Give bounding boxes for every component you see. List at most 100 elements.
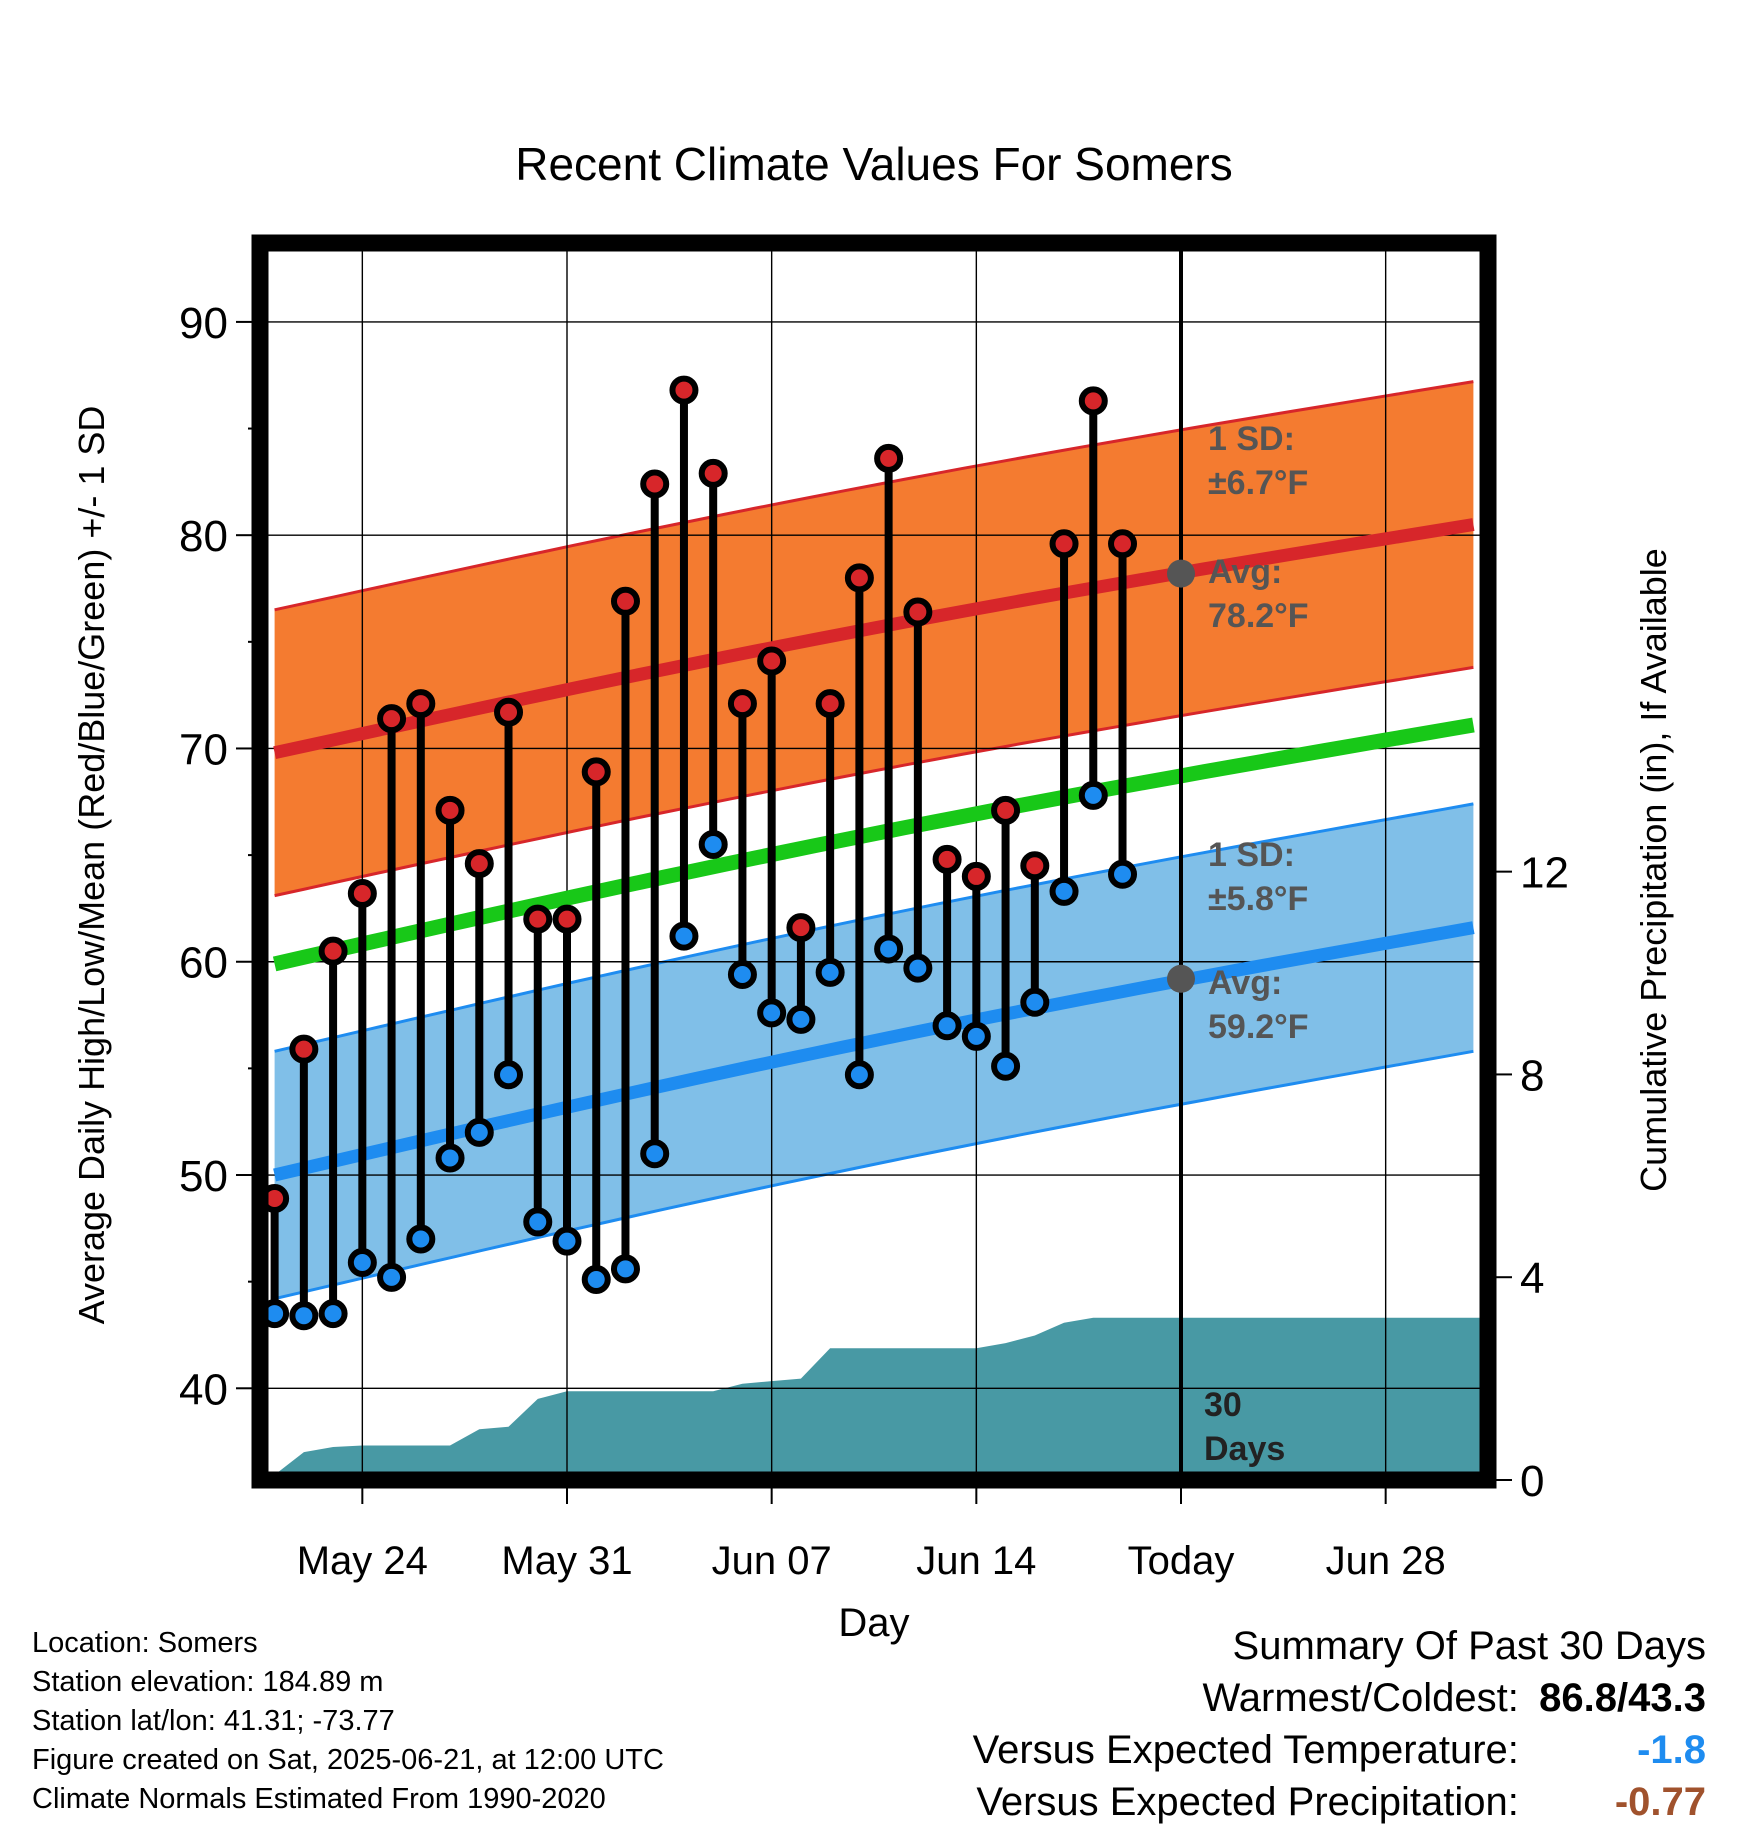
daily-high-point: [523, 904, 553, 934]
high-sd-label: 1 SD:: [1208, 420, 1295, 458]
daily-high-point: [1049, 529, 1079, 559]
x-tick-label: May 31: [501, 1539, 632, 1583]
daily-high-point: [961, 861, 991, 891]
daily-high-point: [610, 586, 640, 616]
warm-cold-label: Warmest/Coldest:: [1202, 1676, 1519, 1720]
daily-high-point: [1020, 851, 1050, 881]
plot-frame: [251, 234, 1497, 1489]
low-sd-band: [274, 803, 1474, 1299]
daily-low-point: [757, 998, 787, 1028]
daily-high-point: [347, 878, 377, 908]
left-tick-label: 80: [179, 512, 228, 561]
daily-low-point: [610, 1254, 640, 1284]
x-tick-label: May 24: [297, 1539, 428, 1583]
location-text: Location: Somers: [32, 1627, 258, 1659]
daily-low-point: [377, 1262, 407, 1292]
daily-low-point: [669, 921, 699, 951]
daily-high-point: [698, 458, 728, 488]
high-avg-value: 78.2°F: [1208, 597, 1309, 635]
daily-low-point: [844, 1060, 874, 1090]
daily-low-point: [347, 1247, 377, 1277]
low-sd-upper-edge: [274, 802, 1474, 1053]
daily-high-point: [874, 443, 904, 473]
daily-high-point: [406, 689, 436, 719]
daily-low-point: [815, 957, 845, 987]
temp-departure-value: -1.8: [1637, 1728, 1706, 1772]
daily-high-point: [377, 704, 407, 734]
temp-departure-label: Versus Expected Temperature:: [972, 1728, 1519, 1772]
high-sd-band: [274, 381, 1474, 896]
days-word-label: Days: [1204, 1430, 1285, 1468]
high-avg-label: Avg:: [1208, 553, 1282, 591]
daily-low-point: [494, 1060, 524, 1090]
left-tick-label: 60: [179, 939, 228, 988]
daily-low-point: [698, 829, 728, 859]
daily-high-point: [581, 757, 611, 787]
created-text: Figure created on Sat, 2025-06-21, at 12…: [32, 1744, 664, 1776]
x-tick-label: Jun 07: [712, 1539, 832, 1583]
station-info: Location: Somers Station elevation: 184.…: [32, 1624, 664, 1819]
high-sd-value: ±6.7°F: [1208, 464, 1308, 502]
warm-cold-value: 86.8/43.3: [1539, 1676, 1706, 1720]
today-low-avg-marker: [1167, 964, 1195, 993]
plot-area: 40 50 60 70 80 90 0 4 8 12 May 24 May 31 Jun 07 Jun 1…: [179, 234, 1569, 1583]
daily-high-point: [552, 904, 582, 934]
daily-low-point: [318, 1299, 348, 1329]
summary-panel: Summary Of Past 30 Days Warmest/Coldest:…: [973, 1620, 1706, 1828]
x-tick-label: Today: [1128, 1539, 1235, 1583]
normal-mean-line: [272, 717, 1475, 972]
latlon-text: Station lat/lon: 41.31; -73.77: [32, 1705, 395, 1737]
daily-low-point: [1078, 780, 1108, 810]
summary-warm-cold-row: Warmest/Coldest: 86.8/43.3: [973, 1672, 1707, 1724]
left-tick-label: 50: [179, 1152, 228, 1201]
cumulative-precip-area: [274, 1317, 1489, 1480]
daily-low-point: [786, 1004, 816, 1034]
precip-departure-value: -0.77: [1614, 1780, 1706, 1824]
daily-high-point: [435, 795, 465, 825]
daily-low-point: [1020, 987, 1050, 1017]
x-tick-label: Jun 14: [916, 1539, 1036, 1583]
chart-title: Recent Climate Values For Somers: [515, 138, 1233, 190]
summary-heading: Summary Of Past 30 Days: [1232, 1624, 1706, 1668]
daily-high-point: [815, 689, 845, 719]
high-sd-upper-edge: [274, 380, 1474, 612]
daily-high-point: [1078, 386, 1108, 416]
daily-high-point: [727, 689, 757, 719]
annotations: 1 SD: ±6.7°F Avg: 78.2°F 1 SD: ±5.8°F Av…: [1204, 420, 1309, 1468]
daily-low-point: [1049, 876, 1079, 906]
daily-low-point: [435, 1143, 465, 1173]
daily-low-point: [464, 1117, 494, 1147]
days-count-label: 30: [1204, 1386, 1242, 1424]
low-avg-label: Avg:: [1208, 964, 1282, 1002]
left-tick-label: 90: [179, 299, 228, 348]
daily-high-point: [494, 697, 524, 727]
daily-high-point: [991, 795, 1021, 825]
daily-low-point: [991, 1051, 1021, 1081]
daily-low-point: [581, 1265, 611, 1295]
right-tick-label: 4: [1520, 1254, 1544, 1303]
daily-high-point: [1108, 529, 1138, 559]
daily-low-point: [289, 1301, 319, 1331]
daily-high-point: [669, 375, 699, 405]
low-sd-value: ±5.8°F: [1208, 880, 1308, 918]
normal-high-line: [273, 518, 1475, 760]
daily-low-point: [961, 1021, 991, 1051]
low-sd-lower-edge: [274, 1049, 1474, 1301]
elevation-text: Station elevation: 184.89 m: [32, 1666, 384, 1698]
daily-high-point: [464, 849, 494, 879]
right-tick-label: 0: [1520, 1457, 1544, 1506]
normals-text: Climate Normals Estimated From 1990-2020: [32, 1783, 606, 1815]
daily-low-point: [552, 1226, 582, 1256]
daily-low-point: [932, 1011, 962, 1041]
daily-low-point: [727, 960, 757, 990]
daily-high-point: [932, 844, 962, 874]
right-tick-label: 8: [1520, 1051, 1544, 1100]
right-axis-label: Cumulative Precipitation (in), If Availa…: [1633, 548, 1674, 1192]
daily-high-point: [289, 1034, 319, 1064]
left-tick-label: 40: [179, 1365, 228, 1414]
daily-high-point: [640, 469, 670, 499]
daily-low-point: [874, 934, 904, 964]
summary-temp-row: Versus Expected Temperature: -1.8: [973, 1724, 1706, 1776]
daily-high-point: [757, 646, 787, 676]
